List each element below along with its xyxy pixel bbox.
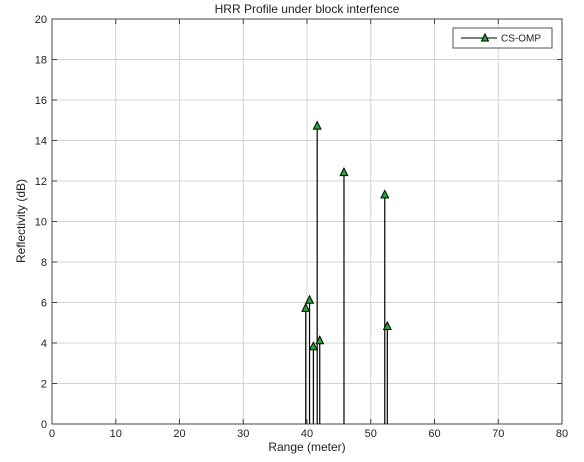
stem-series	[301, 120, 392, 424]
x-tick-label: 30	[237, 428, 249, 440]
x-tick-label: 0	[49, 428, 55, 440]
x-tick-label: 60	[428, 428, 440, 440]
axis-ticks: 0 10 20 30 40 50 60 70 80 0 2 4 6 8 10 12 14 16 18 20	[35, 14, 568, 440]
y-tick-label: 0	[41, 419, 47, 431]
x-tick-label: 70	[492, 428, 504, 440]
legend-box	[452, 27, 553, 49]
x-axis-label: Range (meter)	[268, 440, 345, 454]
legend-entry-label: CS-OMP	[501, 34, 541, 45]
stem-marker-triangle-icon	[301, 302, 311, 312]
stem-marker-triangle-icon	[380, 189, 390, 199]
y-tick-label: 6	[41, 298, 47, 310]
y-tick-label: 8	[41, 257, 47, 269]
x-tick-label: 40	[301, 428, 313, 440]
x-tick-label: 20	[173, 428, 185, 440]
x-tick-label: 50	[365, 428, 377, 440]
grid	[52, 19, 562, 424]
y-tick-label: 14	[35, 136, 47, 148]
y-tick-label: 20	[35, 14, 47, 26]
y-tick-label: 12	[35, 176, 47, 188]
stem-marker-triangle-icon	[312, 120, 322, 130]
x-tick-label: 80	[556, 428, 568, 440]
y-tick-label: 16	[35, 95, 47, 107]
y-tick-label: 2	[41, 379, 47, 391]
stem-marker-triangle-icon	[339, 167, 349, 177]
y-tick-label: 10	[35, 217, 47, 229]
y-tick-label: 18	[35, 55, 47, 67]
legend-triangle-marker-icon	[480, 32, 490, 42]
y-axis-label: Reflectivity (dB)	[14, 179, 28, 263]
stem-marker-triangle-icon	[382, 320, 392, 331]
chart-title: HRR Profile under block interfence	[215, 2, 400, 16]
stem-marker-triangle-icon	[304, 294, 315, 304]
legend: CS-OMP	[452, 27, 553, 49]
stem-marker-triangle-icon	[308, 341, 318, 351]
y-tick-label: 4	[41, 338, 47, 350]
x-tick-label: 10	[110, 428, 122, 440]
stem-marker-triangle-icon	[315, 335, 325, 345]
